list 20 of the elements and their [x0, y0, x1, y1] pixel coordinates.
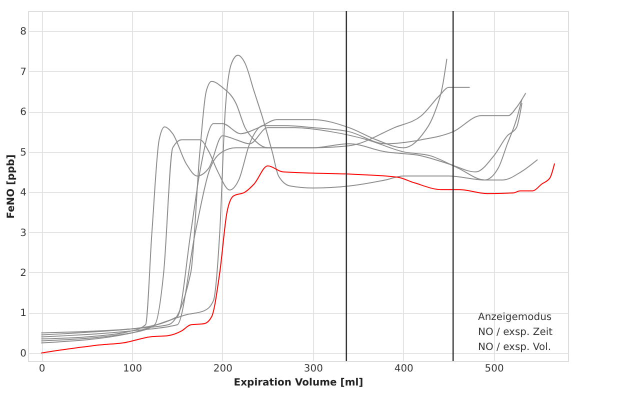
- x-tick-label: 500: [484, 364, 504, 374]
- x-tick-label: 200: [213, 364, 233, 374]
- y-tick-label: 2: [20, 268, 26, 279]
- y-tick-label: 4: [20, 188, 26, 199]
- y-tick-label: 7: [20, 66, 26, 78]
- x-tick-label: 0: [38, 364, 46, 374]
- y-tick-label: 1: [20, 308, 26, 320]
- y-tick-label: 8: [20, 26, 26, 38]
- x-tick-label: 100: [122, 364, 142, 374]
- annotation: NO / exsp. Vol.: [478, 342, 552, 353]
- x-axis-title: Expiration Volume [ml]: [234, 378, 364, 388]
- y-tick-label: 0: [20, 348, 26, 360]
- x-tick-label: 300: [304, 364, 323, 374]
- y-tick-label: 5: [20, 147, 26, 158]
- y-tick-label: 6: [20, 107, 26, 118]
- y-tick-label: 3: [20, 228, 26, 239]
- annotation: Anzeigemodus: [478, 312, 552, 323]
- y-axis-title: FeNO [ppb]: [6, 154, 18, 219]
- annotation: NO / exsp. Zeit: [478, 327, 553, 338]
- x-tick-label: 400: [394, 364, 414, 374]
